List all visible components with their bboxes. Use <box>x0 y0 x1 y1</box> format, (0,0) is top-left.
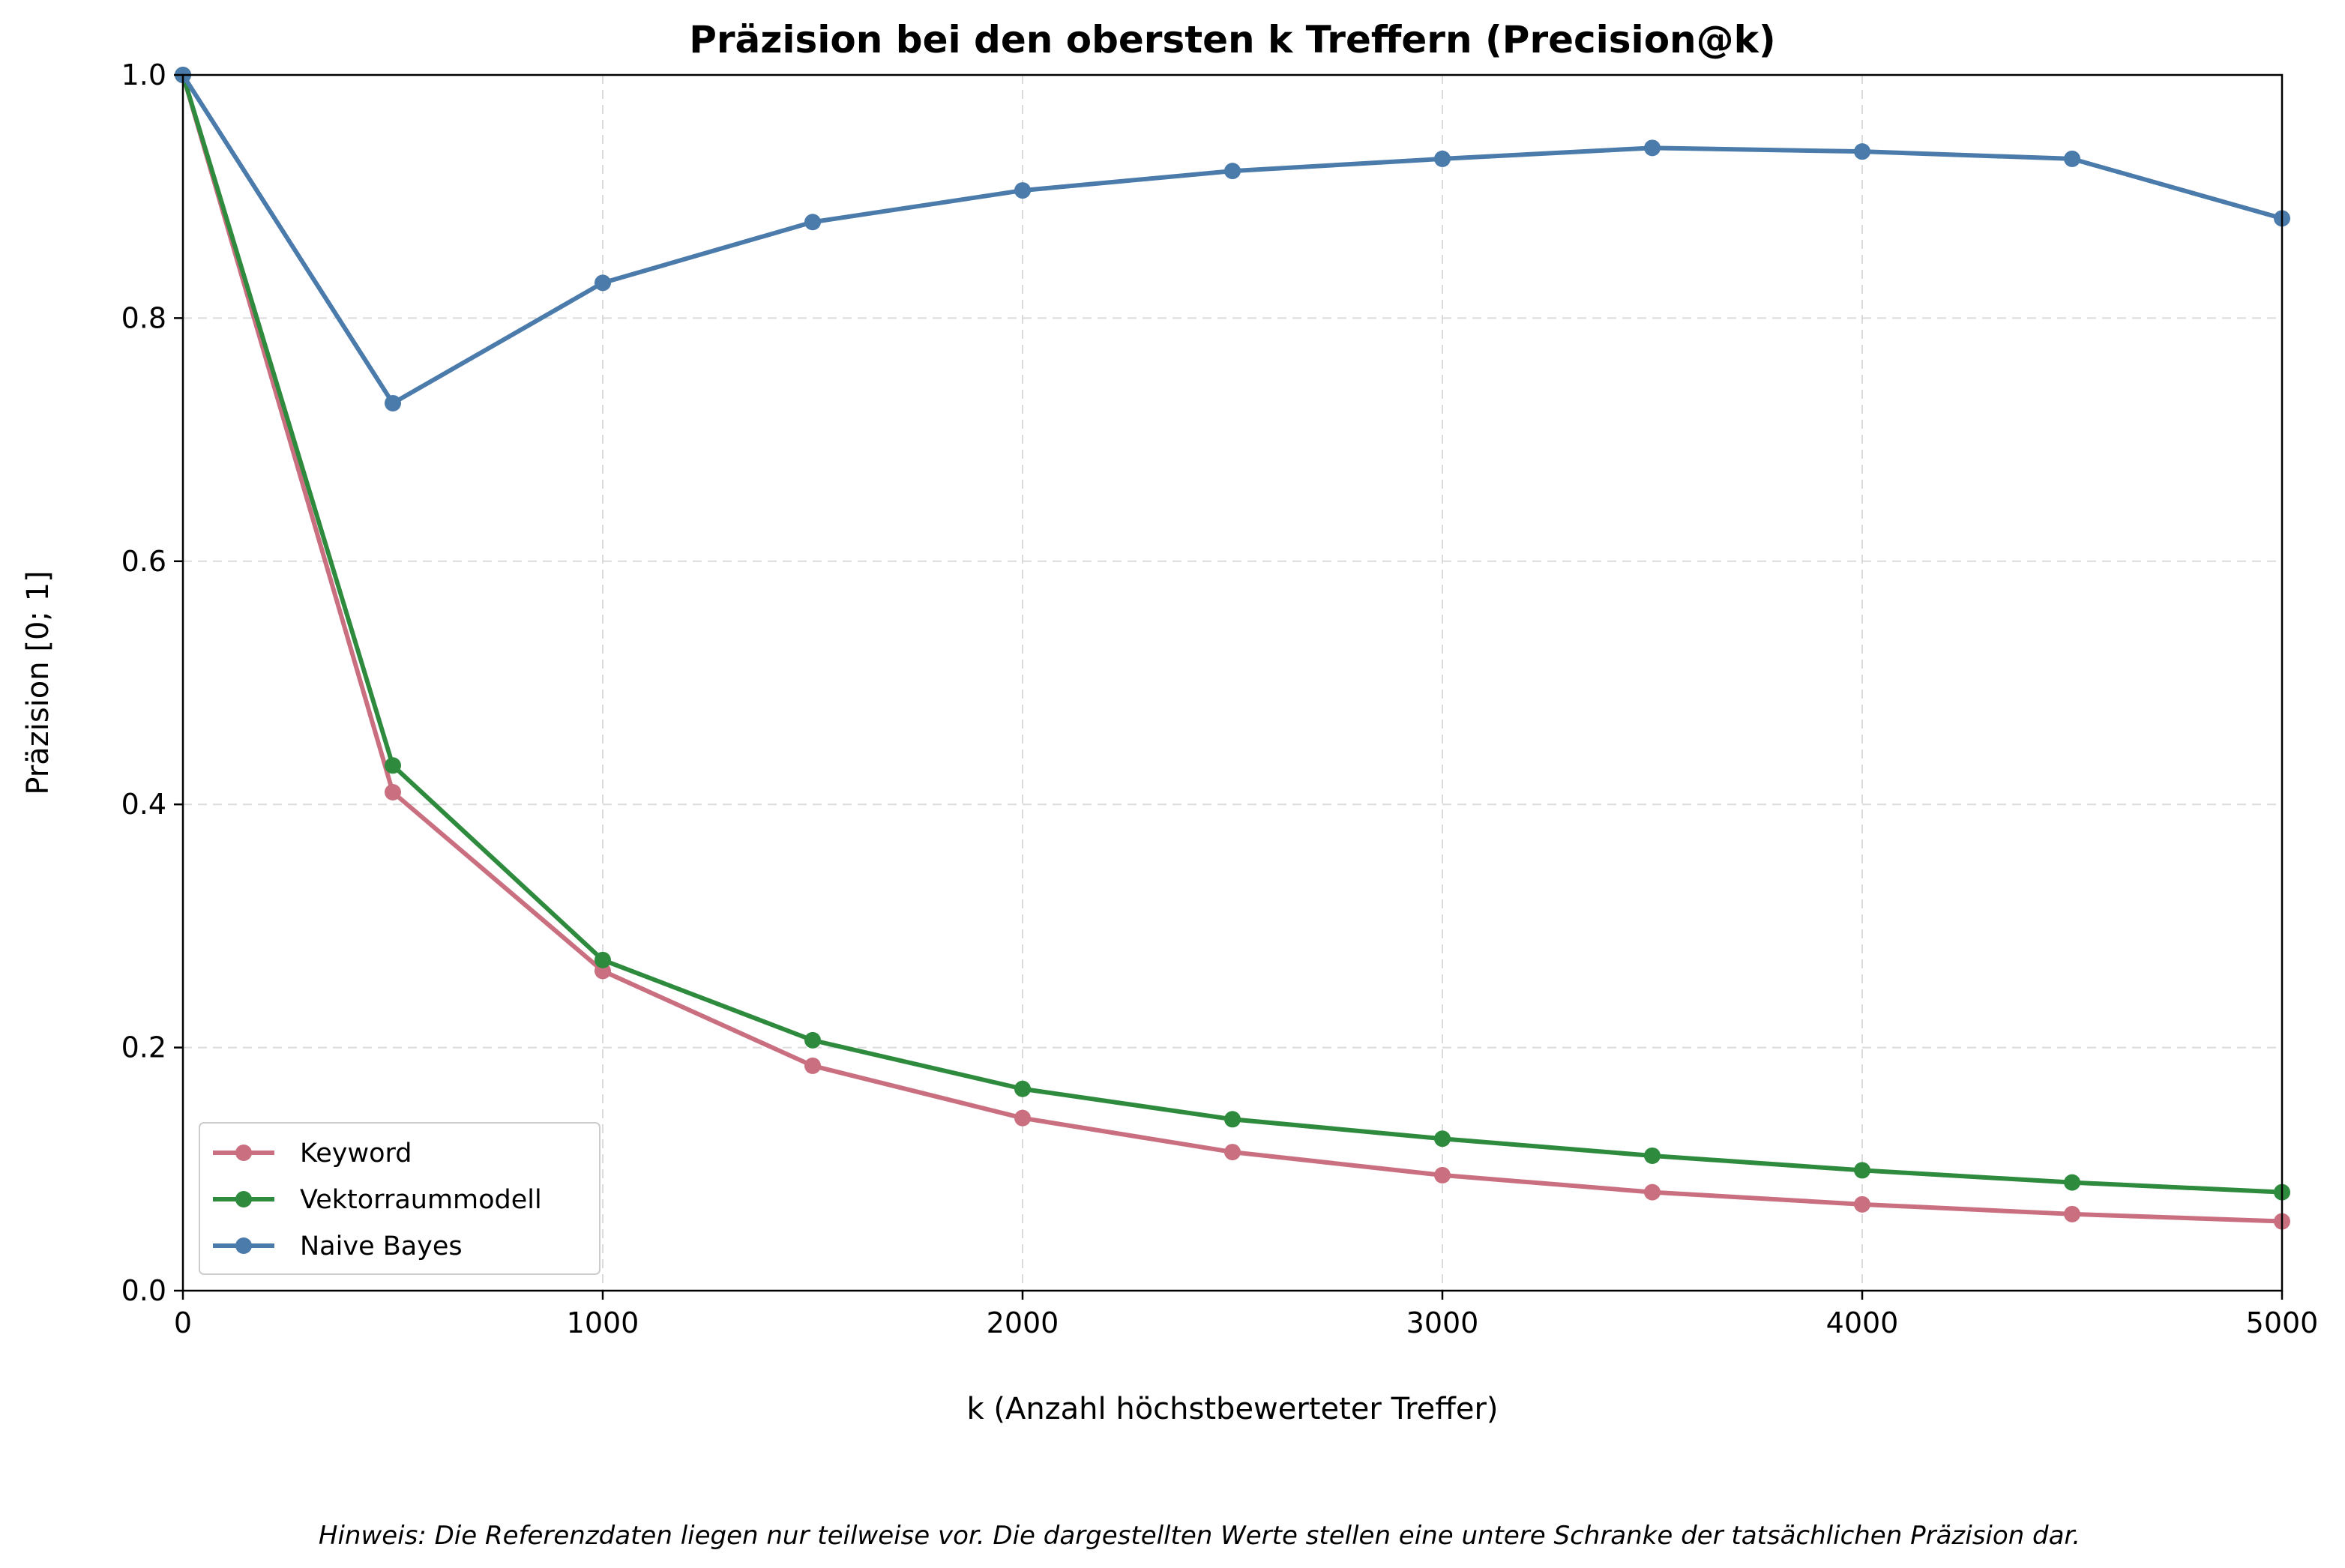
y-axis-ticks: 0.0 0.2 0.4 0.6 0.8 1.0 <box>121 58 183 1307</box>
series-line <box>181 74 2283 1195</box>
data-point <box>594 951 611 968</box>
x-tick-label: 4000 <box>1826 1306 1899 1339</box>
data-point <box>804 1057 821 1074</box>
series-lines <box>175 67 2290 1230</box>
series-line <box>181 74 2283 1224</box>
legend-box <box>199 1122 600 1275</box>
chart-title: Präzision bei den obersten k Treffern (P… <box>689 18 1776 61</box>
y-tick-label: 0.8 <box>121 301 166 334</box>
series-2 <box>175 67 2290 411</box>
y-tick-label: 1.0 <box>121 58 166 91</box>
x-tick-label: 2000 <box>987 1306 1059 1339</box>
y-tick-label: 0.2 <box>121 1031 166 1064</box>
plot-frame <box>181 73 2284 1292</box>
x-axis-ticks: 0 1000 2000 3000 4000 5000 <box>174 1291 2318 1339</box>
x-tick-label: 1000 <box>567 1306 639 1339</box>
data-point <box>1014 1080 1031 1097</box>
data-point <box>1014 1109 1031 1127</box>
data-point <box>2064 1174 2080 1191</box>
x-tick-label: 0 <box>174 1306 192 1339</box>
data-point <box>1224 1111 1241 1128</box>
data-point <box>1854 143 1870 160</box>
data-point <box>1854 1195 1870 1213</box>
data-point <box>1854 1162 1870 1179</box>
grid-lines <box>182 74 2283 1291</box>
data-point <box>385 394 401 411</box>
data-point <box>1434 150 1451 167</box>
data-point <box>1644 1183 1661 1201</box>
legend-item: Vektorraummodell <box>213 1185 542 1215</box>
data-point <box>1644 1147 1661 1164</box>
y-tick-label: 0.4 <box>121 788 166 821</box>
data-point <box>804 1031 821 1049</box>
data-point <box>385 783 401 800</box>
legend-label: Keyword <box>300 1139 412 1169</box>
data-point <box>594 274 611 292</box>
series-0 <box>175 67 2290 1230</box>
legend-swatch-marker <box>235 1145 252 1161</box>
x-tick-label: 5000 <box>2246 1306 2319 1339</box>
data-point <box>804 214 821 231</box>
x-axis-label: k (Anzahl höchstbewerteter Treffer) <box>966 1392 1498 1426</box>
legend-item: Keyword <box>213 1139 412 1169</box>
series-1 <box>175 67 2290 1201</box>
data-point <box>1224 163 1241 180</box>
legend-label: Naive Bayes <box>300 1231 463 1261</box>
legend: Keyword Vektorraummodell Naive Bayes <box>199 1122 600 1275</box>
series-line <box>181 73 2283 405</box>
data-point <box>1224 1144 1241 1161</box>
data-point <box>2064 1205 2080 1222</box>
legend-swatch-marker <box>235 1191 252 1207</box>
footnote: Hinweis: Die Referenzdaten liegen nur te… <box>319 1521 2080 1551</box>
data-point <box>1644 139 1661 157</box>
legend-label: Vektorraummodell <box>300 1185 542 1215</box>
x-tick-label: 3000 <box>1406 1306 1479 1339</box>
data-point <box>1434 1166 1451 1183</box>
y-tick-label: 0.6 <box>121 545 166 578</box>
legend-swatch-marker <box>235 1237 252 1254</box>
data-point <box>385 757 401 774</box>
y-tick-label: 0.0 <box>121 1274 166 1307</box>
data-point <box>2064 150 2080 167</box>
data-point <box>1014 182 1031 199</box>
y-axis-label: Präzision [0; 1] <box>21 570 55 794</box>
data-point <box>1434 1130 1451 1148</box>
legend-item: Naive Bayes <box>213 1231 463 1261</box>
